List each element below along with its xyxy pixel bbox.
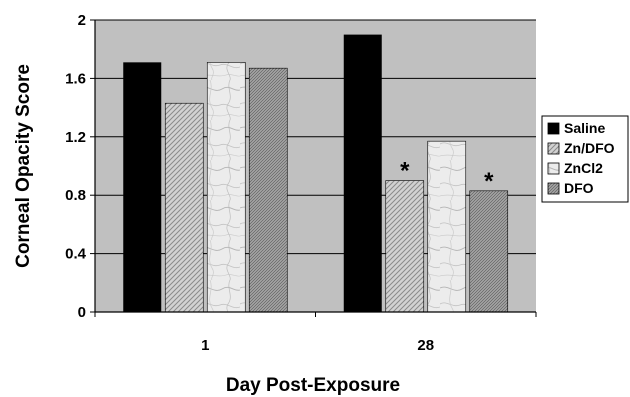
y-tick-label: 0.8 <box>65 187 86 204</box>
y-tick-label: 1.6 <box>65 70 86 87</box>
legend-label: ZnCl2 <box>564 160 603 176</box>
legend-swatch <box>547 142 560 155</box>
y-tick-label: 1.2 <box>65 129 86 146</box>
legend-swatch <box>547 122 560 135</box>
bar-zncl2-day-28 <box>427 140 467 313</box>
legend-label: Saline <box>564 120 605 136</box>
y-tick-label: 0.4 <box>65 246 87 263</box>
significance-asterisk: * <box>484 168 494 195</box>
y-axis-title: Corneal Opacity Score <box>13 64 34 268</box>
significance-asterisk: * <box>400 158 410 185</box>
annotations: * * <box>400 158 494 195</box>
legend-swatch <box>547 182 560 195</box>
bars <box>123 34 509 313</box>
x-tick-label: 1 <box>201 337 209 354</box>
bar-saline-day-1 <box>123 62 162 313</box>
bar-zn-dfo-day-28 <box>385 180 425 313</box>
y-tick-label: 0 <box>78 304 86 321</box>
x-tick-label: 28 <box>417 337 434 354</box>
bar-zncl2-day-1 <box>206 62 246 313</box>
x-axis-title: Day Post-Exposure <box>226 375 400 396</box>
legend-label: Zn/DFO <box>564 140 615 156</box>
bar-saline-day-28 <box>343 34 382 312</box>
legend-label: DFO <box>564 180 594 196</box>
y-tick-labels: 0 0.4 0.8 1.2 1.6 2 <box>65 12 95 321</box>
legend-swatch <box>547 162 560 175</box>
x-tick-labels: 1 28 <box>94 312 537 354</box>
y-tick-label: 2 <box>78 12 86 29</box>
bar-zn-dfo-day-1 <box>164 102 204 313</box>
legend: Saline Zn/DFO ZnCl2 DFO <box>541 115 629 203</box>
bar-dfo-day-28 <box>469 190 509 313</box>
bar-dfo-day-1 <box>248 67 288 313</box>
